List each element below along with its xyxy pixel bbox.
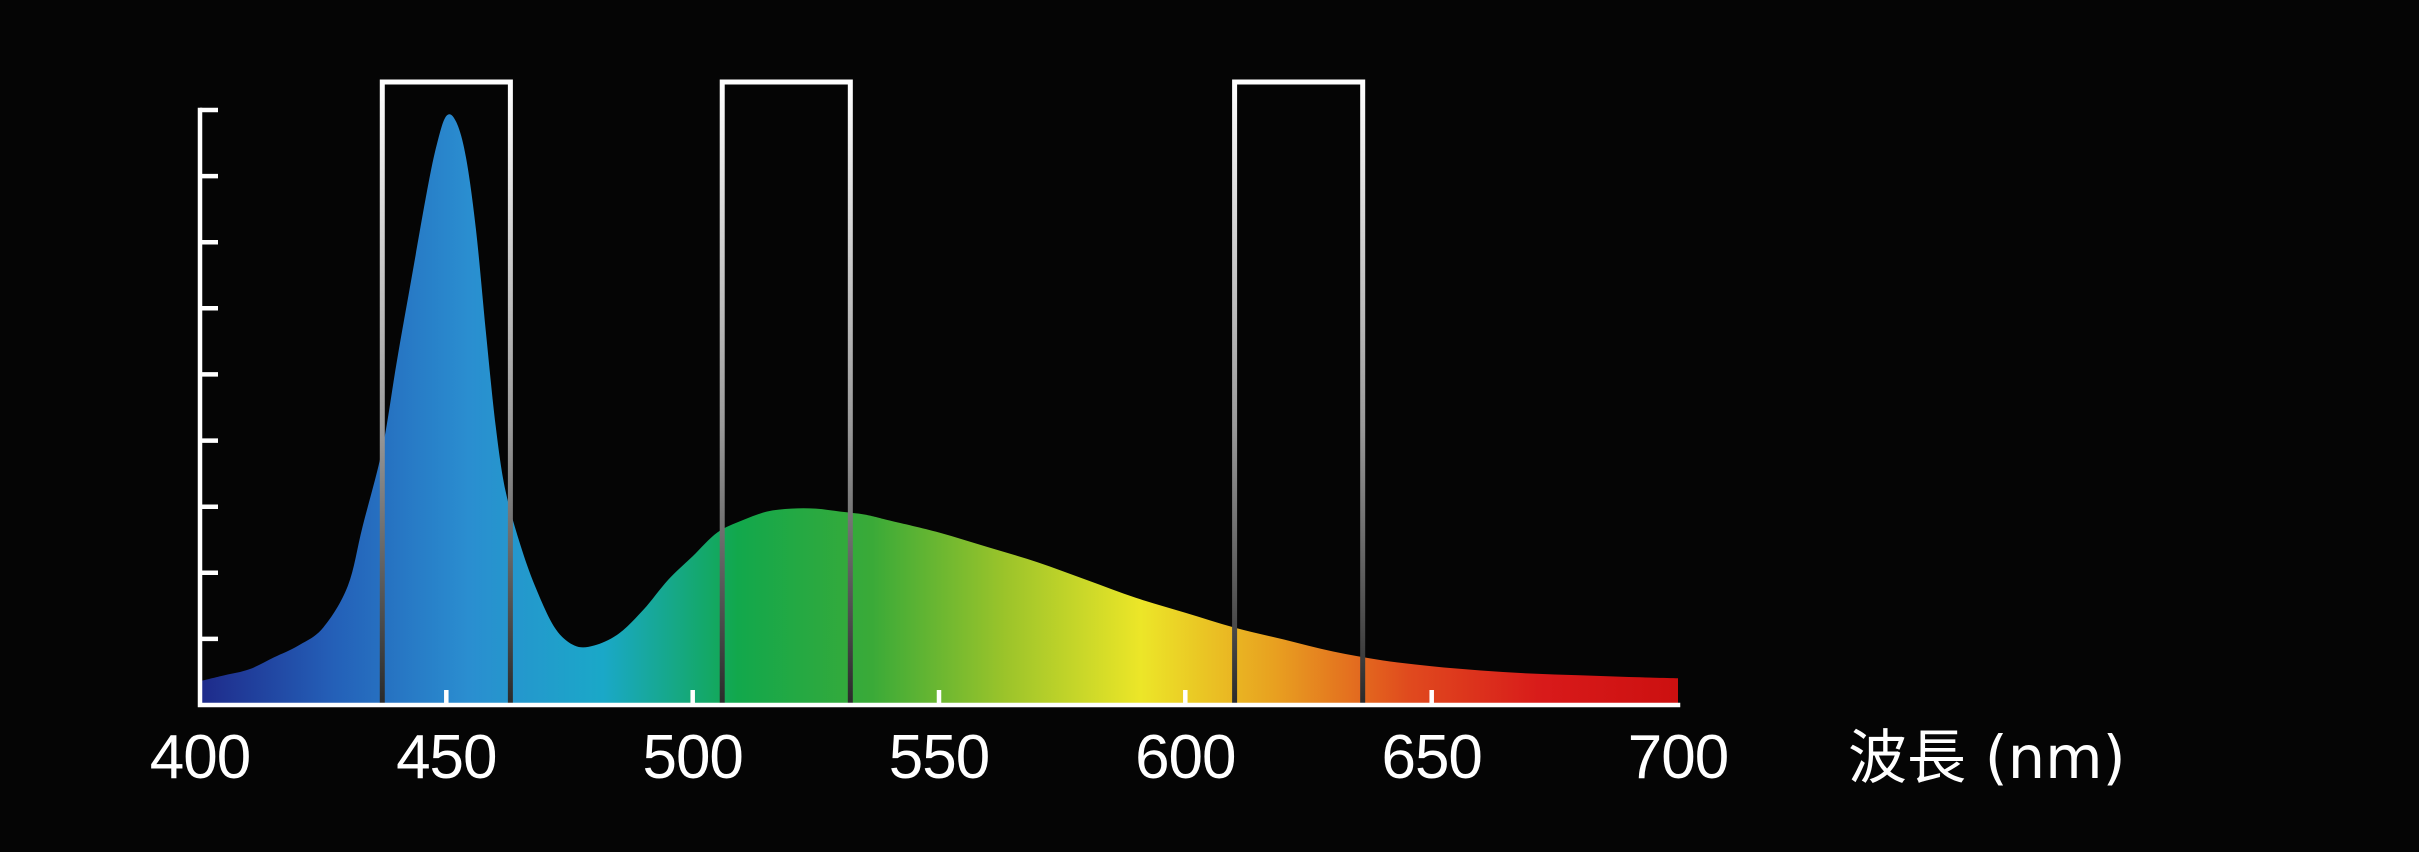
- x-ticks: 400 450 500 550 600 650 700: [150, 690, 1729, 792]
- x-tick-label: 600: [1135, 723, 1235, 792]
- x-tick-label: 550: [889, 723, 989, 792]
- x-tick-label: 500: [642, 723, 742, 792]
- x-tick-label: 400: [150, 723, 250, 792]
- x-axis-label: 波長 (nm): [1848, 723, 2126, 792]
- x-tick-label: 700: [1628, 723, 1728, 792]
- y-ticks: [200, 107, 218, 642]
- spectrum-area: [200, 114, 1678, 706]
- x-tick-label: 650: [1381, 723, 1481, 792]
- filter-band-layer: [379, 79, 1366, 705]
- x-tick-label: 450: [396, 723, 496, 792]
- spectrum-area-layer: [200, 114, 1678, 706]
- filter-band-1: [379, 79, 513, 705]
- filter-band-3: [1232, 79, 1366, 705]
- filter-band-2: [719, 79, 853, 705]
